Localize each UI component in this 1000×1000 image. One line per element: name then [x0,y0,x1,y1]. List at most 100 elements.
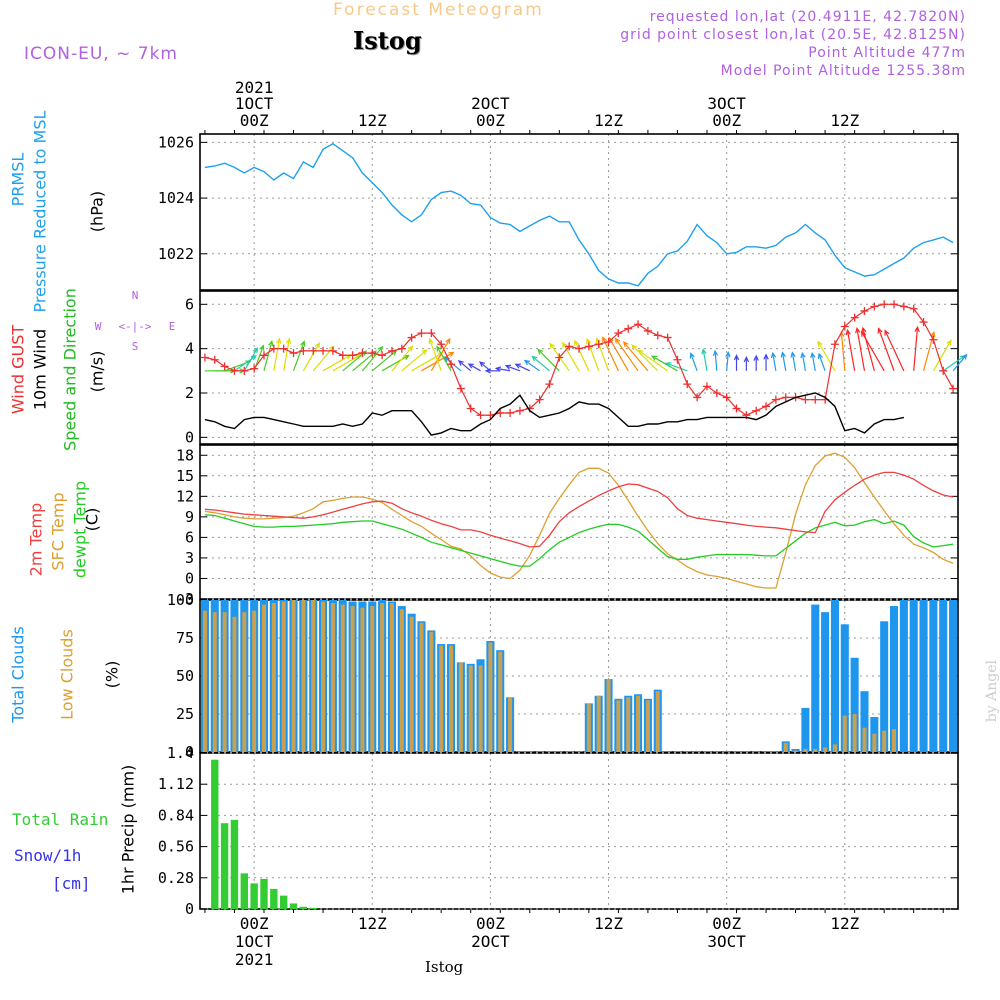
cloud-total-bar [909,600,918,752]
wind-arrow [411,352,443,372]
bottom-hour-label: 00Z [476,914,505,933]
gust-line [204,303,954,416]
cloud-low-bar [291,600,296,752]
cloud-total-bar [525,751,534,752]
wind-arrow-head [448,351,455,357]
wind-arrow-head [810,351,816,359]
cloud-total-bar [683,751,692,752]
wind-arrow [862,327,875,371]
gust-marker [840,322,849,331]
cloud-total-bar [565,751,574,752]
wind-arrow [292,341,305,372]
wind-arrow [666,362,688,372]
bottom-date-label: 3OCT [707,932,746,951]
wind-arrow-head [637,349,644,356]
gust-marker [476,411,485,420]
panel-frame-3 [199,444,959,600]
wind-arrow-head [763,353,769,360]
cloud-total-bar [840,624,849,752]
bottom-hour-label: 12Z [358,914,387,933]
cloud-low-bar [478,665,483,752]
wind-arrow [234,355,257,372]
wind-arrow [436,346,452,372]
wind-arrow-head [252,347,259,354]
cloud-low-bar [380,603,385,752]
gust-marker [801,395,810,404]
y-tick-label: 2 [185,384,194,402]
cloud-low-bar [222,612,227,752]
y-tick-label: 0 [185,900,194,918]
wind-arrow-head [800,351,806,359]
cloud-total-bar [752,751,761,752]
gust-marker [575,344,583,353]
wind-arrow-head [946,339,952,346]
y-tick-label: 1.4 [167,744,194,762]
gust-marker [584,342,593,351]
wind-arrow [615,338,639,372]
wind-arrow-head [733,354,740,361]
wind-arrow-head [743,355,750,363]
y-tick-label: 0.56 [158,838,194,856]
gust-marker [594,340,603,349]
gust-marker [909,304,918,313]
gust-marker [712,389,721,397]
wind-arrow-head [421,349,428,355]
cloud-low-bar [350,606,355,752]
wind-arrow-head [514,363,521,369]
wind-arrow-head [574,339,580,346]
dewpoint-line [204,514,954,567]
wind-arrow-head [531,355,538,362]
rain-bar [240,873,248,909]
top-date-label: 3OCT [707,94,746,113]
wind-arrow-head [276,337,282,344]
gust-marker [850,313,859,322]
gust-marker [919,318,928,327]
cloud-low-bar [823,747,828,752]
cloud-total-bar [722,751,731,752]
cloud-low-bar [232,616,237,752]
wind-arrow-head [877,327,883,334]
cloud-low-bar [636,695,641,752]
gust-marker [397,344,406,353]
gust-marker [407,333,416,342]
y-tick-label: 1022 [158,245,194,263]
wind-arrow [273,338,281,371]
top-hour-label: 12Z [830,111,859,130]
wind-arrow-head [436,345,442,352]
wind-arrow [913,327,919,371]
gust-marker [417,329,426,338]
compass-s: S [132,340,139,353]
wind-arrow-head [914,325,920,333]
sfc-temp-line [204,452,954,589]
gust-marker [319,346,328,355]
gust-marker [771,395,780,404]
wind-arrow [856,328,866,371]
gust-marker [545,380,554,389]
cloud-low-bar [832,744,837,752]
gust-marker [949,384,958,393]
cloud-low-bar [419,622,424,752]
wind-arrow-head [407,345,414,352]
wind-arrow-head [790,351,796,358]
cloud-low-bar [261,604,267,752]
cloud-low-bar [586,703,591,752]
gust-marker [240,366,249,375]
cloud-total-bar [919,600,928,752]
wind-arrow-head [523,359,530,366]
wind-arrow [243,347,258,372]
gust-marker [447,360,456,369]
gust-marker [456,384,465,393]
wind-arrow-head [259,344,265,351]
cloud-total-bar [880,621,889,752]
temp-2m-line [204,471,954,548]
gust-marker [535,395,544,404]
wind-arrow [263,341,273,371]
y-tick-label: 0 [185,428,194,446]
wind-arrow [840,332,846,371]
cloud-low-bar [508,697,513,752]
gust-marker [358,349,367,358]
wind-arrow-head [855,327,861,334]
wind-arrow [468,363,481,372]
cloud-low-bar [449,645,454,752]
wind-arrow-head [300,340,306,347]
